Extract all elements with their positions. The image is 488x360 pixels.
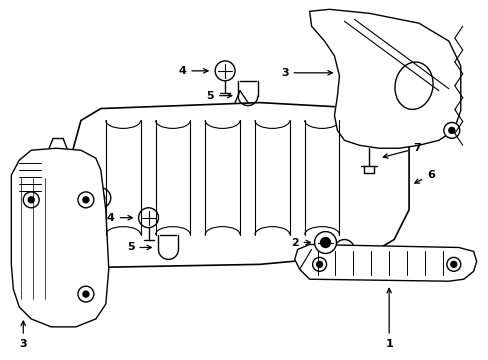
- Circle shape: [78, 192, 94, 208]
- Circle shape: [28, 197, 34, 203]
- Text: 2: 2: [290, 238, 310, 248]
- Circle shape: [138, 208, 158, 228]
- Text: 3: 3: [20, 321, 27, 349]
- Circle shape: [448, 127, 454, 133]
- Circle shape: [314, 231, 336, 253]
- Circle shape: [446, 257, 460, 271]
- Polygon shape: [309, 9, 460, 148]
- Circle shape: [334, 239, 354, 260]
- Polygon shape: [11, 148, 108, 327]
- Text: 1: 1: [385, 288, 392, 349]
- Circle shape: [450, 261, 456, 267]
- Text: 7: 7: [383, 143, 420, 158]
- Circle shape: [78, 286, 94, 302]
- Circle shape: [316, 261, 322, 267]
- Text: 5: 5: [126, 243, 151, 252]
- Text: 4: 4: [178, 66, 207, 76]
- Polygon shape: [56, 103, 408, 267]
- Text: 6: 6: [414, 170, 434, 183]
- Circle shape: [23, 192, 39, 208]
- Circle shape: [83, 197, 89, 203]
- Circle shape: [97, 194, 104, 202]
- Ellipse shape: [394, 62, 432, 109]
- Circle shape: [443, 122, 459, 138]
- Circle shape: [340, 246, 347, 253]
- Polygon shape: [294, 244, 476, 281]
- Circle shape: [320, 238, 330, 247]
- Text: 4: 4: [106, 213, 132, 223]
- Text: 3: 3: [281, 68, 332, 78]
- Circle shape: [91, 188, 111, 208]
- Circle shape: [215, 61, 235, 81]
- Text: 5: 5: [206, 91, 231, 101]
- Circle shape: [83, 291, 89, 297]
- Circle shape: [312, 257, 326, 271]
